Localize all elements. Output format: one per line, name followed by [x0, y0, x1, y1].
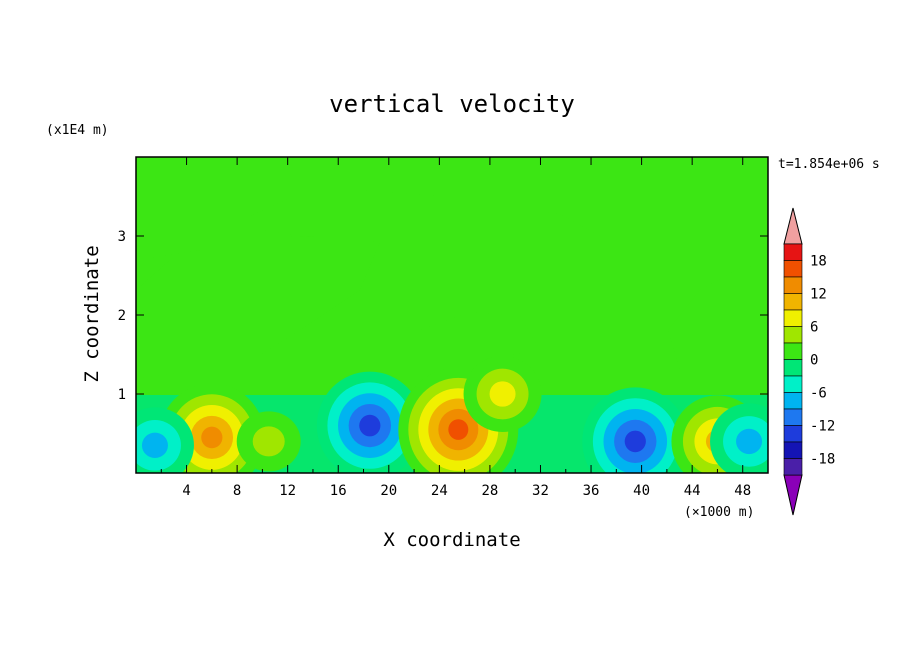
weak-updraft-region — [250, 190, 600, 240]
colorbar: 18 12 6 0 -6 -12 -18 — [783, 207, 835, 516]
colorbar-tick-label: 12 — [810, 287, 827, 303]
y-tick-label: 1 — [118, 387, 126, 403]
contour-level — [489, 381, 516, 407]
chart-title: vertical velocity — [329, 90, 575, 118]
colorbar-extend-min — [783, 474, 803, 516]
colorbar-band — [783, 359, 803, 377]
colorbar-band — [783, 342, 803, 360]
x-tick-label: 12 — [279, 483, 296, 499]
x-axis-label: X coordinate — [383, 529, 520, 551]
y-tick-label: 3 — [118, 229, 126, 245]
colorbar-tick-label: -12 — [810, 419, 835, 435]
colorbar-band — [783, 293, 803, 311]
contour-feature — [236, 411, 301, 472]
x-tick-label: 20 — [380, 483, 397, 499]
colorbar-tick-label: 18 — [810, 254, 827, 270]
weak-updraft-region — [140, 240, 250, 258]
weak-updraft-region — [668, 264, 768, 400]
weak-updraft-region — [420, 312, 540, 370]
colorbar-extend-max — [783, 207, 803, 245]
plot-frame — [135, 156, 769, 474]
contour-level — [624, 430, 646, 453]
colorbar-tick-label: -18 — [810, 452, 835, 468]
colorbar-tick-label: 0 — [810, 353, 818, 369]
colorbar-band — [783, 309, 803, 327]
x-unit-label: (×1000 m) — [684, 505, 754, 520]
colorbar-tick-label: -6 — [810, 386, 827, 402]
colorbar-band — [783, 276, 803, 294]
y-unit-label: (x1E4 m) — [46, 123, 109, 138]
colorbar-band — [783, 408, 803, 426]
colorbar-band — [783, 243, 803, 261]
contour-feature — [316, 371, 423, 473]
y-axis-ticks: 1 2 3 — [118, 229, 768, 403]
y-tick-label: 2 — [118, 308, 126, 324]
y-axis-label: Z coordinate — [81, 245, 103, 382]
colorbar-band — [783, 326, 803, 344]
x-tick-label: 40 — [633, 483, 650, 499]
plot-area — [136, 157, 768, 473]
colorbar-band — [783, 392, 803, 410]
colorbar-band — [783, 260, 803, 278]
contour-feature — [463, 356, 542, 432]
contour-level — [359, 414, 381, 437]
time-label: t=1.854e+06 s — [778, 157, 880, 172]
colorbar-band — [783, 441, 803, 459]
contour-feature — [136, 407, 194, 473]
colorbar-band — [783, 375, 803, 393]
x-axis-ticks: 4 8 12 16 20 24 28 32 36 40 44 48 — [160, 157, 751, 499]
contour-feature — [710, 403, 768, 473]
x-tick-label: 32 — [532, 483, 549, 499]
contour-level — [736, 428, 763, 455]
colorbar-band — [783, 425, 803, 443]
contour-level — [141, 432, 168, 459]
contour-level — [201, 426, 223, 449]
x-tick-label: 8 — [233, 483, 241, 499]
x-tick-label: 4 — [182, 483, 190, 499]
x-tick-label: 48 — [734, 483, 751, 499]
colorbar-band — [783, 458, 803, 476]
contour-feature — [582, 387, 689, 473]
contour-level — [252, 426, 285, 457]
x-tick-label: 24 — [431, 483, 448, 499]
x-tick-label: 36 — [583, 483, 600, 499]
x-tick-label: 16 — [330, 483, 347, 499]
contour-level — [448, 419, 469, 440]
weak-updraft-region — [136, 236, 380, 380]
x-tick-label: 44 — [684, 483, 701, 499]
colorbar-tick-label: 6 — [810, 320, 818, 336]
x-tick-label: 28 — [481, 483, 498, 499]
